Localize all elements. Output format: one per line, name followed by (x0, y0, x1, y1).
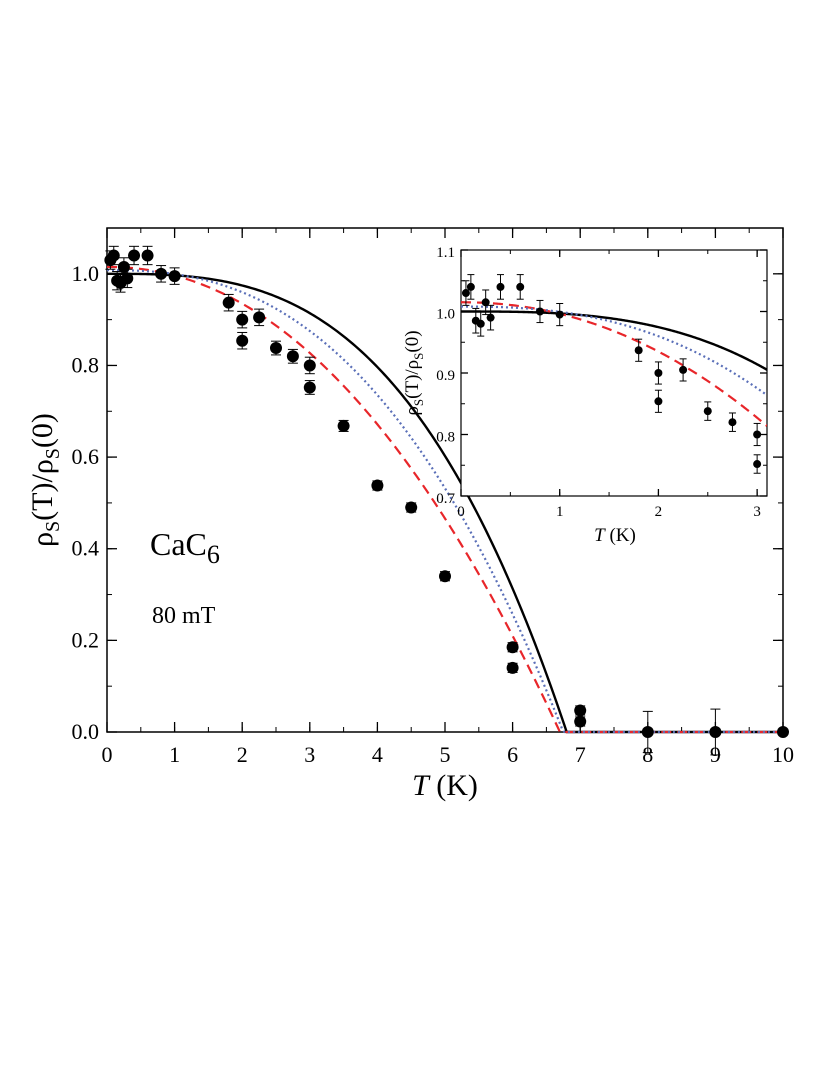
data-point (466, 282, 475, 291)
inset-ticks: 0 1 2 3 0.7 0.8 0.9 1.0 1.1 (436, 245, 767, 520)
x-tick-label: 2 (237, 742, 248, 767)
x-tick-label: 5 (440, 742, 451, 767)
data-point (141, 249, 154, 262)
data-point (270, 342, 282, 355)
y-tick-label: 0.8 (436, 430, 455, 446)
main-y-axis-title: ρS(T)/ρS(0) (26, 413, 64, 547)
data-point (117, 260, 130, 273)
inset-plot: 0 1 2 3 0.7 0.8 0.9 1.0 1.1 ρS(T)/ρS(0) T (K) (402, 245, 768, 546)
data-point (107, 249, 120, 262)
data-point (371, 479, 384, 492)
main-plot: 0123456789100.00.20.40.60.81.0 ρS(T)/ρS(… (26, 227, 794, 802)
fit-dashed-curve (107, 265, 783, 734)
data-point (555, 310, 564, 319)
data-point (236, 334, 249, 347)
x-tick-label: 8 (642, 742, 653, 767)
x-tick-label: 1 (169, 742, 180, 767)
data-point (128, 249, 141, 262)
y-tick-label: 0.8 (72, 352, 100, 377)
data-point (337, 419, 350, 432)
data-point (439, 570, 451, 583)
fit-solid-curve (461, 310, 767, 371)
y-tick-label: 1.0 (436, 307, 455, 323)
data-point (222, 296, 235, 309)
x-tick-label: 1 (556, 504, 564, 520)
data-point (461, 289, 470, 298)
inset-fit-curves (461, 301, 767, 427)
data-point (236, 313, 249, 326)
data-point (634, 346, 643, 355)
compound-label: CaC6 (150, 526, 220, 569)
data-point (155, 267, 168, 280)
data-point (777, 726, 789, 738)
data-point (516, 282, 525, 291)
data-point (753, 460, 762, 469)
data-point (574, 715, 587, 728)
x-tick-label: 0 (102, 742, 113, 767)
data-point (476, 319, 485, 328)
x-tick-label: 7 (575, 742, 586, 767)
x-tick-label: 4 (372, 742, 383, 767)
x-tick-label: 3 (304, 742, 315, 767)
data-point (405, 501, 418, 514)
x-tick-label: 3 (753, 504, 761, 520)
y-tick-label: 0.6 (72, 444, 100, 469)
data-point (486, 313, 495, 322)
data-point (496, 282, 505, 291)
data-point (574, 704, 587, 717)
data-point (654, 397, 663, 406)
main-fit-curves (107, 265, 783, 734)
inset-plot-frame (460, 249, 768, 497)
field-label: 80 mT (152, 603, 216, 629)
x-tick-label: 0 (457, 504, 465, 520)
main-data-points (104, 245, 789, 756)
y-tick-label: 0.2 (72, 627, 100, 652)
data-point (535, 307, 544, 316)
data-point (303, 381, 316, 394)
fit-dotted-curve (461, 305, 767, 397)
y-tick-label: 0.7 (436, 491, 455, 507)
y-tick-label: 0.0 (72, 719, 100, 744)
data-point (753, 430, 762, 439)
fit-dashed-curve (461, 301, 767, 427)
data-point (709, 726, 722, 738)
data-point (641, 726, 654, 738)
main-x-axis-title: T (K) (412, 769, 478, 802)
y-tick-label: 0.4 (72, 536, 100, 561)
inset-data-points (461, 274, 762, 474)
data-point (506, 661, 519, 674)
inset-y-axis-title: ρS(T)/ρS(0) (402, 330, 426, 415)
x-tick-label: 10 (772, 742, 794, 767)
y-tick-label: 1.0 (72, 261, 100, 286)
data-point (121, 272, 134, 285)
inset-x-axis-title: T (K) (594, 525, 636, 546)
data-point (703, 407, 712, 416)
data-point (303, 359, 316, 372)
y-tick-label: 0.9 (436, 368, 455, 384)
data-point (481, 298, 490, 307)
data-point (679, 365, 688, 374)
y-tick-label: 1.1 (436, 245, 455, 261)
data-point (168, 270, 181, 283)
data-point (728, 418, 737, 427)
data-point (506, 641, 519, 654)
data-point (286, 350, 299, 363)
x-tick-label: 6 (507, 742, 518, 767)
data-point (253, 311, 266, 324)
data-point (654, 369, 663, 377)
x-tick-label: 2 (655, 504, 663, 520)
